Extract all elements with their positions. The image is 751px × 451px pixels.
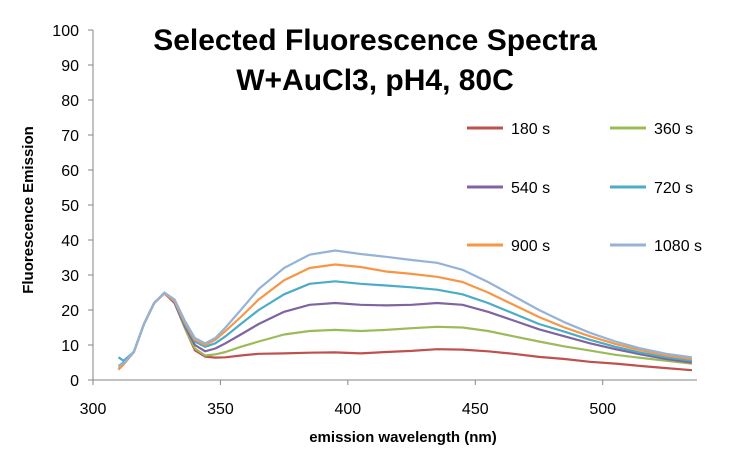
x-tick-label: 500 (589, 401, 616, 418)
chart-title-line-1: Selected Fluorescence Spectra (153, 24, 597, 57)
legend-label: 1080 s (654, 238, 702, 255)
y-tick-label: 20 (61, 303, 79, 320)
chart-title-line-2: W+AuCl3, pH4, 80C (236, 64, 514, 97)
y-tick-label: 100 (52, 23, 79, 40)
series-line-1080-s (117, 249, 693, 367)
x-tick-label: 450 (462, 401, 489, 418)
y-tick-label: 90 (61, 58, 79, 75)
legend-label: 900 s (511, 238, 550, 255)
x-axis-title: emission wavelength (nm) (309, 429, 497, 446)
x-tick-label: 400 (335, 401, 362, 418)
x-tick-label: 300 (80, 401, 107, 418)
legend-label: 540 s (511, 180, 550, 197)
legend-label: 180 s (511, 121, 550, 138)
series-lines (117, 249, 693, 372)
y-tick-label: 30 (61, 268, 79, 285)
x-tick-label: 350 (207, 401, 234, 418)
y-tick-label: 0 (70, 373, 79, 390)
legend: 180 s 360 s 540 s 720 s 900 s 1080 s (467, 121, 702, 255)
y-tick-label: 40 (61, 233, 79, 250)
y-axis-title: Fluorescence Emission (20, 126, 37, 294)
legend-label: 360 s (654, 121, 693, 138)
y-tick-label: 50 (61, 198, 79, 215)
axes: 0 10 20 30 40 50 60 70 80 90 100 300 350 400 450 500 (52, 23, 697, 418)
y-tick-label: 60 (61, 163, 79, 180)
y-tick-label: 10 (61, 338, 79, 355)
y-tick-label: 80 (61, 93, 79, 110)
legend-label: 720 s (654, 180, 693, 197)
y-tick-label: 70 (61, 128, 79, 145)
